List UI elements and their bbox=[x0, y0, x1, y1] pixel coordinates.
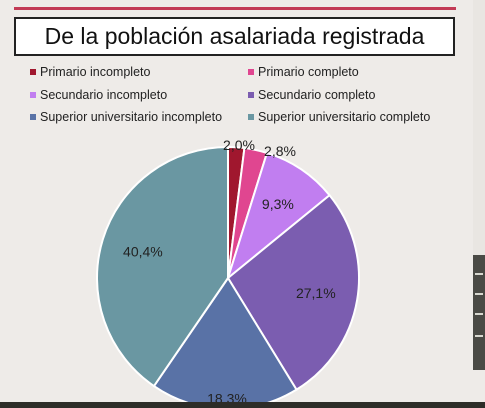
legend-label: Primario incompleto bbox=[40, 65, 151, 79]
chevron-icon bbox=[475, 335, 483, 337]
scrollbar-fragment[interactable] bbox=[473, 255, 485, 370]
legend-swatch bbox=[248, 69, 254, 75]
pie-slice bbox=[226, 151, 331, 281]
pie-slice bbox=[226, 193, 360, 392]
slice-label: 2,0% bbox=[223, 137, 255, 153]
legend-label: Superior universitario incompleto bbox=[40, 110, 223, 124]
legend-item: Secundario completo bbox=[248, 88, 375, 102]
side-panel-edge bbox=[473, 0, 485, 255]
legend-swatch bbox=[30, 92, 36, 98]
legend-item: Superior universitario completo bbox=[248, 110, 430, 124]
title-accent-line bbox=[14, 7, 456, 10]
chart-title: De la población asalariada registrada bbox=[14, 17, 455, 56]
pie-slice bbox=[96, 145, 229, 388]
legend-swatch bbox=[30, 69, 36, 75]
legend-item: Primario incompleto bbox=[30, 65, 150, 79]
legend-label: Secundario completo bbox=[258, 88, 376, 102]
pie-slice bbox=[152, 276, 298, 408]
chevron-icon bbox=[475, 293, 483, 295]
taskbar-fragment bbox=[0, 402, 485, 408]
legend-swatch bbox=[248, 92, 254, 98]
legend-item: Primario completo bbox=[248, 65, 359, 79]
legend-label: Secundario incompleto bbox=[40, 88, 168, 102]
slice-label: 2,8% bbox=[264, 143, 296, 159]
legend-swatch bbox=[248, 114, 254, 120]
chevron-icon bbox=[475, 313, 483, 315]
chevron-icon bbox=[475, 273, 483, 275]
legend-label: Primario completo bbox=[258, 65, 359, 79]
legend-label: Superior universitario completo bbox=[258, 110, 431, 124]
legend-item: Superior universitario incompleto bbox=[30, 110, 222, 124]
legend-swatch bbox=[30, 114, 36, 120]
slice-label: 9,3% bbox=[262, 196, 294, 212]
legend-item: Secundario incompleto bbox=[30, 88, 167, 102]
slice-label: 27,1% bbox=[296, 285, 336, 301]
slice-label: 40,4% bbox=[123, 244, 163, 260]
